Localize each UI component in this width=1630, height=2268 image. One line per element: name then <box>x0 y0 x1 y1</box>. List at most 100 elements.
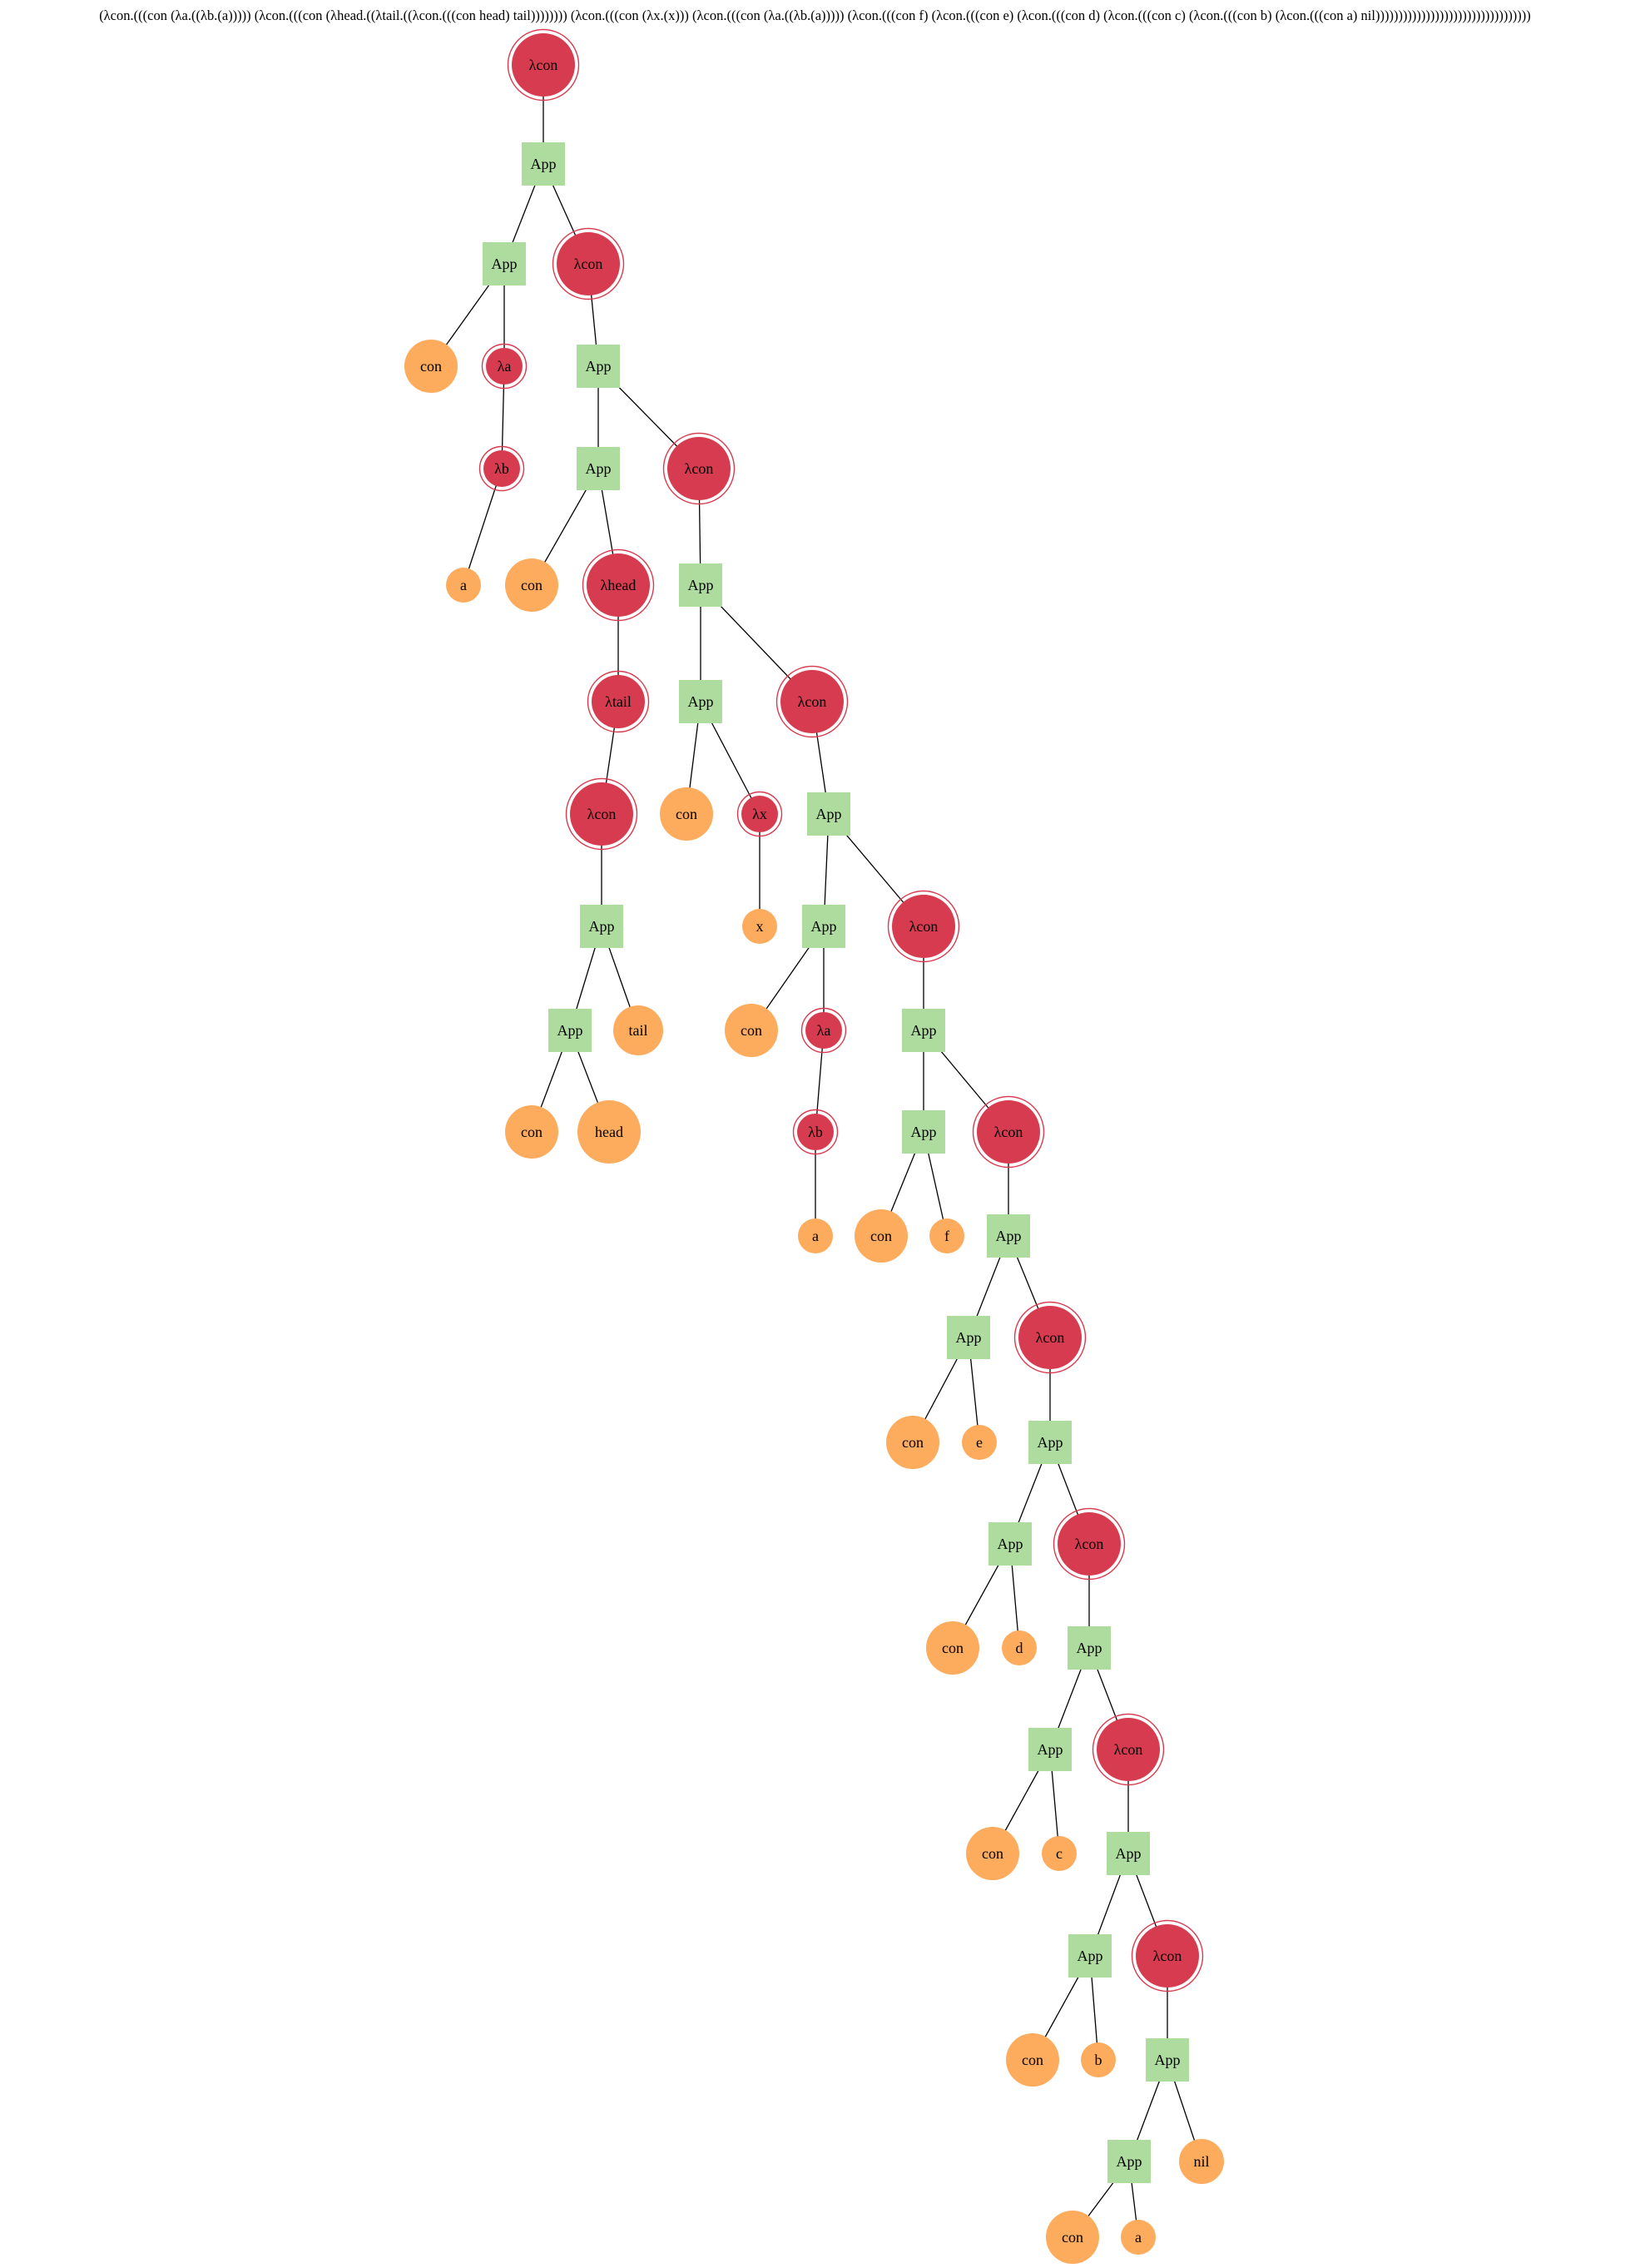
lambda-node-ring <box>582 548 655 622</box>
lambda-node: λcon <box>887 890 960 963</box>
lambda-node-ring <box>565 777 638 851</box>
node-label: λcon <box>1153 1948 1182 1964</box>
lambda-node: λcon <box>1013 1301 1087 1374</box>
variable-node-fill <box>1042 1836 1077 1871</box>
node-label: App <box>1117 2153 1142 2170</box>
node-label: λb <box>494 460 509 477</box>
application-node-box <box>1107 1832 1150 1875</box>
node-label: b <box>1095 2052 1102 2068</box>
lambda-node-ring <box>662 432 736 505</box>
node-label: con <box>1062 2229 1083 2246</box>
application-node: App <box>947 1316 990 1359</box>
variable-node-fill <box>725 1004 778 1057</box>
variable-node-fill <box>404 340 458 393</box>
variable-node-fill <box>577 1100 641 1164</box>
variable-node: tail <box>613 1005 663 1055</box>
node-label: con <box>521 577 543 593</box>
node-label: con <box>676 806 697 822</box>
lambda-node: λcon <box>1053 1507 1126 1581</box>
application-node: App <box>807 792 850 836</box>
lambda-node-ring <box>481 343 528 390</box>
variable-node-fill <box>798 1218 833 1253</box>
application-node-box <box>577 345 620 388</box>
variable-node: b <box>1081 2042 1116 2077</box>
application-node-box <box>802 905 845 948</box>
lambda-node-ring <box>587 670 650 733</box>
node-label: App <box>557 1022 583 1039</box>
node-label: λa <box>498 358 512 375</box>
node-label: con <box>870 1228 892 1244</box>
lambda-node: λb <box>792 1109 839 1155</box>
variable-node: con <box>505 558 558 612</box>
variable-node-fill <box>446 568 481 603</box>
node-label: λtail <box>605 693 632 710</box>
variable-node: a <box>1121 2220 1156 2255</box>
application-node: App <box>580 905 623 948</box>
application-node: App <box>548 1009 592 1052</box>
lambda-node-fill <box>557 232 620 295</box>
lambda-node-ring <box>1013 1301 1087 1374</box>
lambda-node-fill <box>592 675 645 728</box>
application-node-box <box>679 680 722 723</box>
lambda-node-ring <box>800 1007 847 1054</box>
node-label: λcon <box>685 460 714 477</box>
tree-nodes: con a λb λa App con con head App tail App λcon λtail… <box>404 28 1224 2264</box>
application-node-box <box>1028 1421 1072 1464</box>
node-label: c <box>1056 1845 1063 1862</box>
application-node-box <box>1068 1934 1112 1978</box>
node-label: con <box>741 1022 762 1039</box>
node-label: App <box>811 918 837 935</box>
application-node: App <box>577 345 620 388</box>
application-node: App <box>1028 1421 1072 1464</box>
variable-node: e <box>962 1425 997 1460</box>
node-label: d <box>1016 1640 1023 1656</box>
lambda-node: λb <box>478 445 525 492</box>
lambda-node: λhead <box>582 548 655 622</box>
node-label: App <box>1038 1434 1063 1451</box>
application-node: App <box>679 680 722 723</box>
application-node-box <box>947 1316 990 1359</box>
application-node-box <box>988 1522 1032 1566</box>
node-label: con <box>902 1434 924 1451</box>
lambda-node-ring <box>1131 1919 1204 1993</box>
node-label: nil <box>1193 2153 1209 2170</box>
variable-node: con <box>660 787 713 841</box>
application-node-box <box>1028 1728 1072 1771</box>
application-node-box <box>679 563 722 607</box>
node-label: App <box>911 1124 937 1140</box>
variable-node-fill <box>1179 2139 1224 2184</box>
variable-node: con <box>1046 2211 1099 2264</box>
lambda-node-fill <box>741 796 778 832</box>
variable-node-fill <box>926 1621 979 1675</box>
node-label: λcon <box>994 1124 1023 1140</box>
application-node-box <box>577 447 620 490</box>
lambda-node-fill <box>1058 1512 1121 1576</box>
node-label: con <box>521 1124 543 1140</box>
application-node: App <box>522 142 565 186</box>
application-node-box <box>987 1214 1030 1258</box>
node-label: App <box>492 256 518 272</box>
application-node: App <box>1068 1934 1112 1978</box>
lambda-node-ring <box>887 890 960 963</box>
node-label: App <box>688 577 714 593</box>
variable-node: con <box>926 1621 979 1675</box>
lambda-node-fill <box>977 1100 1040 1164</box>
lambda-node-fill <box>780 670 844 733</box>
variable-node: a <box>798 1218 833 1253</box>
node-label: a <box>1135 2229 1142 2246</box>
application-node-box <box>807 792 850 836</box>
variable-node: x <box>742 909 777 944</box>
lambda-node-ring <box>775 665 849 738</box>
node-label: λcon <box>909 918 939 935</box>
variable-node: con <box>1006 2033 1059 2087</box>
node-label: App <box>586 358 612 375</box>
lambda-node: λcon <box>507 28 580 102</box>
lambda-node-ring <box>1092 1713 1165 1786</box>
lambda-node-fill <box>570 782 633 846</box>
lambda-node: λcon <box>565 777 638 851</box>
application-node-box <box>902 1009 945 1052</box>
node-label: λb <box>808 1124 823 1140</box>
lambda-node-fill <box>1097 1718 1160 1781</box>
node-label: tail <box>629 1022 648 1039</box>
application-node: App <box>987 1214 1030 1258</box>
